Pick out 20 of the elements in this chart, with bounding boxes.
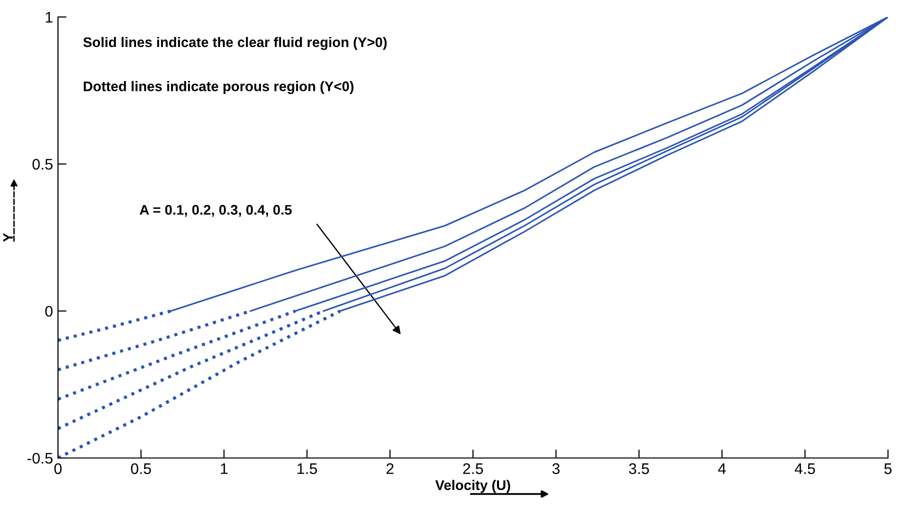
y-tick-label: 0 (45, 306, 53, 317)
x-tick-label: 4 (718, 463, 726, 474)
y-tick-label: -0.5 (27, 452, 52, 464)
x-tick-label: 1 (220, 463, 228, 474)
x-tick-label: 0 (54, 463, 62, 474)
annotation: Solid lines indicate the clear fluid region (Y>0) (83, 36, 387, 50)
y-axis-title: Y (3, 233, 13, 242)
x-tick-label: 5 (884, 463, 892, 474)
x-tick-label: 2.5 (463, 463, 483, 474)
y-tick-label: 1 (46, 12, 52, 23)
x-tick-label: 2 (386, 463, 394, 474)
y-tick-label: 0.5 (32, 158, 52, 170)
x-axis-title: Velocity (U) (435, 480, 510, 493)
x-tick-label: 3 (552, 463, 560, 474)
annotation: Dotted lines indicate porous region (Y<0) (84, 81, 354, 94)
annotation: A = 0.1, 0.2, 0.3, 0.4, 0.5 (140, 204, 292, 217)
x-tick-label: 3.5 (628, 463, 649, 474)
x-tick-label: 0.5 (130, 463, 151, 474)
x-tick-label: 1.5 (298, 463, 317, 474)
x-tick-label: 4.5 (794, 463, 815, 474)
